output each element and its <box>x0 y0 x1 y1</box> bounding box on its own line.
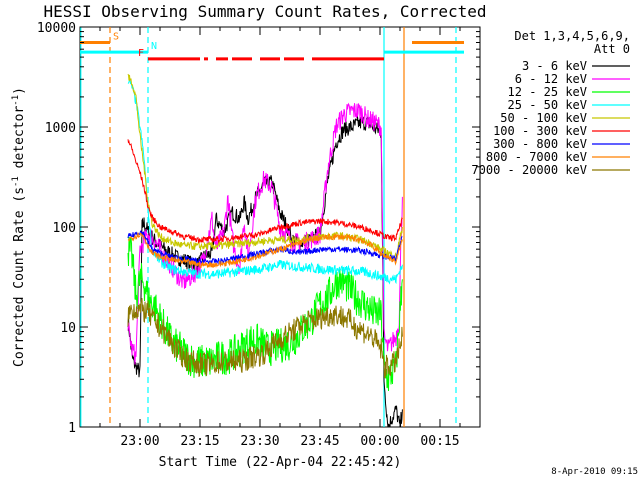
legend-label: 100 - 300 keV <box>493 124 587 138</box>
y-axis-label-end: ) <box>12 87 27 95</box>
x-tick-label: 23:15 <box>180 434 219 449</box>
flag-bar-label: S <box>113 31 119 42</box>
series-lines <box>127 73 403 428</box>
legend-header-1: Det 1,3,4,5,6,9, <box>514 29 630 43</box>
series-line-6-12-keV <box>127 102 403 365</box>
x-tick-label: 23:00 <box>120 434 159 449</box>
legend-label: 12 - 25 keV <box>508 85 587 99</box>
y-tick-label: 10000 <box>37 21 76 36</box>
legend-label: 3 - 6 keV <box>522 59 587 73</box>
flag-bar-label: F <box>138 48 144 59</box>
series-line-100-300-keV <box>127 139 403 244</box>
legend-label: 300 - 800 keV <box>493 137 587 151</box>
series-line-25-50-keV <box>127 78 403 285</box>
y-axis-label-mid: detector <box>12 106 27 177</box>
legend-label: 6 - 12 keV <box>515 72 587 86</box>
legend-label: 50 - 100 keV <box>500 111 587 125</box>
flag-bars: S NF <box>80 31 464 61</box>
flag-bar-label: N <box>151 41 157 52</box>
x-tick-label: 23:30 <box>240 434 279 449</box>
series-line-800-7000-keV <box>127 232 403 269</box>
legend-label: 800 - 7000 keV <box>486 150 587 164</box>
legend-label: 7000 - 20000 keV <box>471 163 587 177</box>
x-tick-label: 23:45 <box>300 434 339 449</box>
y-axis-label-sup1: -1 <box>11 176 21 187</box>
axis-ticks: 23:00 23:15 23:30 23:45 00:00 00:15 1 10 100 1000… <box>37 21 481 449</box>
legend-header-2: Att 0 <box>594 42 630 56</box>
x-axis-label: Start Time (22-Apr-04 22:45:42) <box>159 455 402 470</box>
plot-area: S NF 23:00 23:15 23:30 23:45 00:00 00:15 1 10 100… <box>37 21 481 449</box>
y-tick-label: 1 <box>68 421 76 436</box>
series-line-7000-20000-keV <box>127 298 403 379</box>
y-axis-label-main: Corrected Count Rate (s <box>12 187 27 367</box>
y-axis-label-sup2: -1 <box>11 95 21 106</box>
x-tick-label: 00:15 <box>420 434 459 449</box>
chart-title: HESSI Observing Summary Count Rates, Cor… <box>43 2 486 21</box>
y-tick-label: 1000 <box>45 121 76 136</box>
y-axis-label: Corrected Count Rate (s-1 detector-1) <box>11 87 27 367</box>
legend-label: 25 - 50 keV <box>508 98 587 112</box>
footer-date: 8-Apr-2010 09:15 <box>551 467 638 477</box>
series-line-50-100-keV <box>127 73 403 261</box>
x-tick-label: 00:00 <box>360 434 399 449</box>
y-tick-label: 10 <box>60 321 76 336</box>
y-tick-label: 100 <box>53 221 76 236</box>
